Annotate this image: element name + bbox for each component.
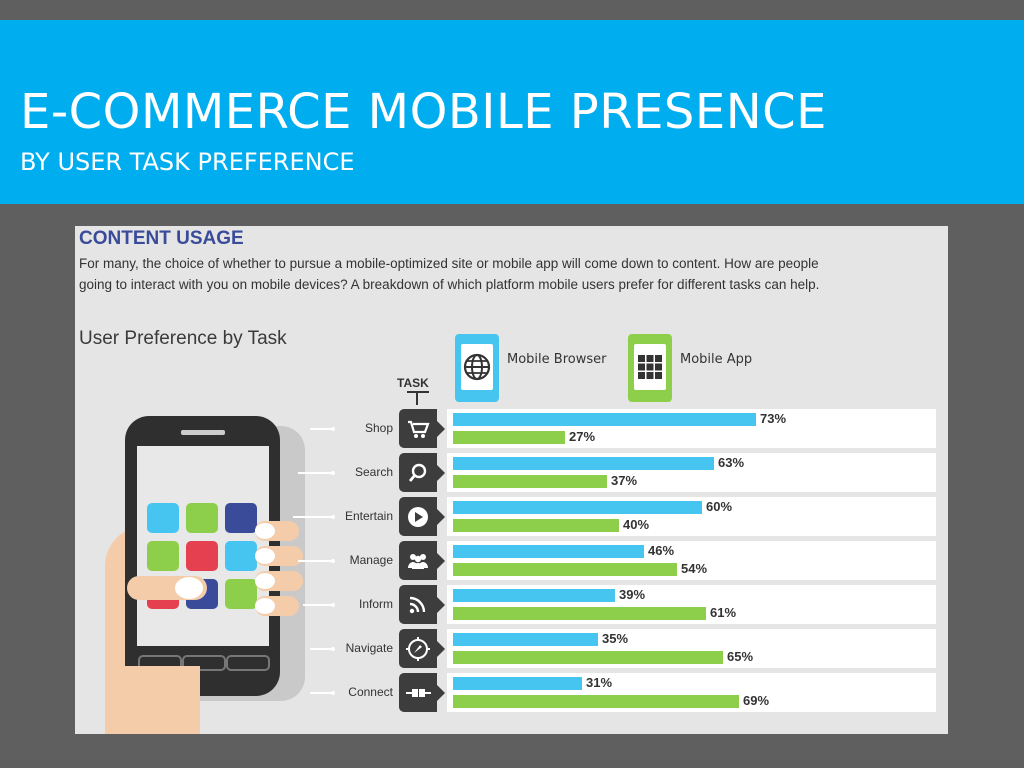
compass-icon [406, 636, 430, 661]
legend-label-app: Mobile App [680, 352, 753, 367]
app-device-icon [628, 334, 672, 402]
browser-value-label-manage: 46% [648, 543, 675, 558]
app-value-label-navigate: 65% [727, 649, 754, 664]
task-icon-box-entertain [399, 497, 445, 536]
category-dot-navigate [331, 647, 335, 651]
phone-illustration [75, 406, 395, 734]
app-value-label-inform: 61% [710, 605, 737, 620]
category-label-inform: Inform [358, 597, 393, 611]
magnifier-icon [408, 463, 427, 482]
leader-line-search [298, 472, 331, 474]
browser-bar-inform [453, 589, 615, 602]
app-bar-search [453, 475, 607, 488]
app-bar-shop [453, 431, 565, 444]
task-header: TASK [397, 376, 429, 390]
browser-value-label-connect: 31% [586, 675, 613, 690]
infographic-panel: CONTENT USAGE For many, the choice of wh… [75, 226, 948, 734]
task-icon-box-search [399, 453, 445, 492]
category-label-manage: Manage [349, 553, 393, 567]
browser-bar-shop [453, 413, 756, 426]
browser-value-label-inform: 39% [619, 587, 646, 602]
task-icon-box-manage [399, 541, 445, 580]
task-icon-box-navigate [399, 629, 445, 668]
globe-icon [463, 353, 491, 381]
app-bar-connect [453, 695, 739, 708]
section-title: CONTENT USAGE [79, 228, 244, 249]
plug-icon [406, 688, 431, 697]
category-label-search: Search [354, 465, 393, 479]
app-value-label-manage: 54% [681, 561, 708, 576]
chart-title: User Preference by Task [79, 328, 287, 349]
category-label-shop: Shop [364, 421, 393, 435]
task-header-bracket [407, 391, 429, 393]
leader-line-shop [310, 428, 331, 430]
category-dot-shop [331, 427, 335, 431]
task-icon-box-inform [399, 585, 445, 624]
browser-value-label-shop: 73% [760, 411, 787, 426]
category-dot-connect [331, 691, 335, 695]
task-icon-box-connect [399, 673, 445, 712]
task-header-stem [416, 391, 418, 405]
section-description: For many, the choice of whether to pursu… [79, 256, 820, 292]
leader-line-connect [310, 692, 331, 694]
category-label-navigate: Navigate [345, 641, 393, 655]
browser-value-label-search: 63% [718, 455, 745, 470]
app-bar-entertain [453, 519, 619, 532]
group-icon [408, 553, 428, 569]
leader-line-inform [303, 604, 331, 606]
legend-label-browser: Mobile Browser [507, 352, 607, 367]
app-value-label-search: 37% [611, 473, 638, 488]
category-label-entertain: Entertain [344, 509, 393, 523]
category-label-connect: Connect [348, 685, 393, 699]
rss-icon [409, 596, 426, 613]
browser-bar-manage [453, 545, 644, 558]
app-bar-navigate [453, 651, 723, 664]
title-banner: E-COMMERCE MOBILE PRESENCE BY USER TASK … [0, 20, 1024, 204]
browser-bar-search [453, 457, 714, 470]
leader-line-manage [298, 560, 331, 562]
browser-device-icon [455, 334, 499, 402]
leader-line-entertain [293, 516, 331, 518]
category-dot-entertain [331, 515, 335, 519]
category-dot-search [331, 471, 335, 475]
cart-icon [408, 420, 430, 438]
app-value-label-shop: 27% [569, 429, 596, 444]
task-icon-box-shop [399, 409, 445, 448]
slide-title: E-COMMERCE MOBILE PRESENCE [20, 84, 827, 140]
browser-bar-navigate [453, 633, 598, 646]
app-bar-inform [453, 607, 706, 620]
play-icon [408, 506, 428, 527]
slide-subtitle: BY USER TASK PREFERENCE [20, 148, 355, 176]
leader-line-navigate [310, 648, 331, 650]
app-bar-manage [453, 563, 677, 576]
app-grid-icon [638, 355, 662, 379]
app-value-label-entertain: 40% [623, 517, 650, 532]
browser-value-label-navigate: 35% [602, 631, 629, 646]
app-value-label-connect: 69% [743, 693, 770, 708]
category-dot-manage [331, 559, 335, 563]
browser-value-label-entertain: 60% [706, 499, 733, 514]
browser-bar-connect [453, 677, 582, 690]
category-dot-inform [331, 603, 335, 607]
browser-bar-entertain [453, 501, 702, 514]
